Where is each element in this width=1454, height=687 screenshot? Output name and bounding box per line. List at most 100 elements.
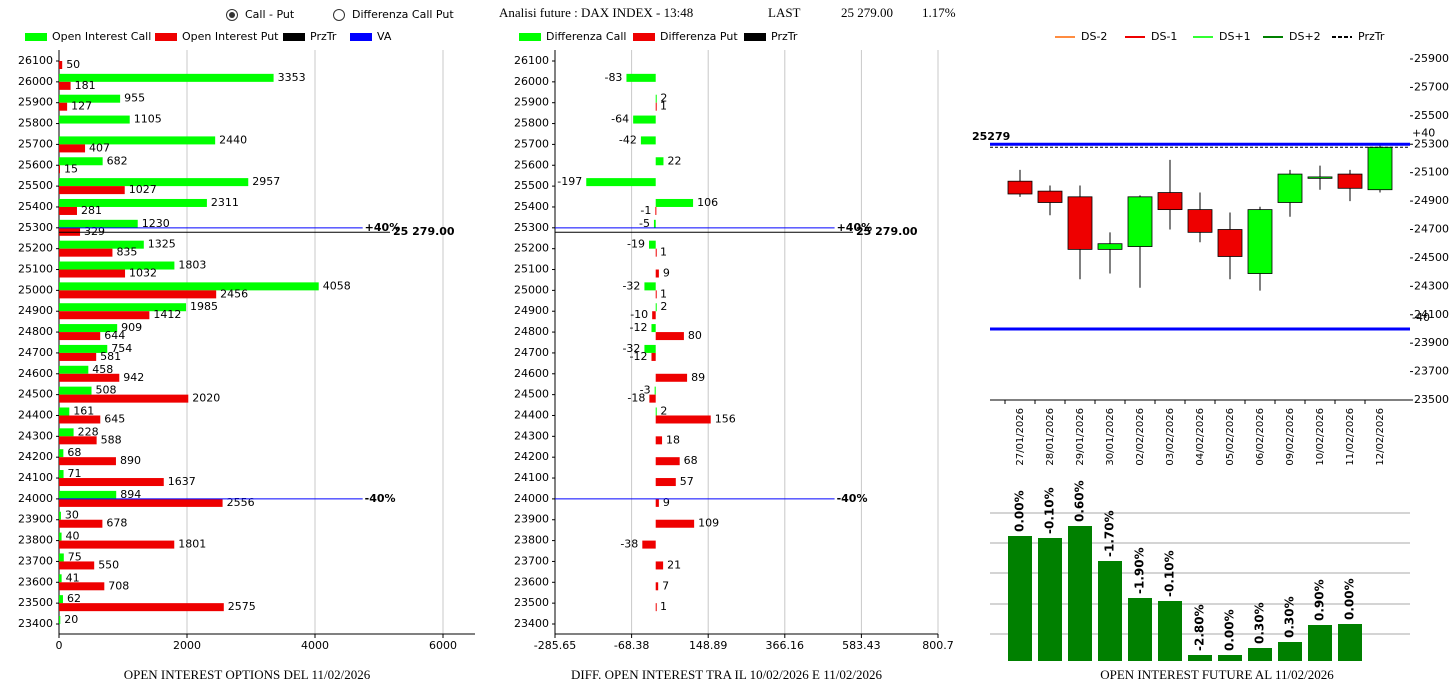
value-label: 909 [121, 321, 142, 334]
y-tick-label: 23500 [18, 596, 53, 609]
radio-label[interactable]: Differenza Call Put [352, 8, 454, 21]
value-label: 955 [124, 92, 145, 105]
bar [59, 290, 217, 299]
y-tick-label: 23800 [18, 534, 53, 547]
bar [655, 415, 711, 424]
y-tick-label: 26000 [514, 75, 549, 88]
y-tick-label: 25000 [514, 283, 549, 296]
radio-button[interactable] [333, 9, 345, 21]
y-tick-label: 24800 [18, 325, 53, 338]
bar-label: -2.80% [1193, 604, 1207, 651]
candle-body [1247, 209, 1273, 274]
value-label: 20 [64, 613, 78, 626]
bar [59, 352, 97, 361]
candle-body [1067, 196, 1093, 250]
y-tick-label: 24100 [514, 471, 549, 484]
legend-label: Open Interest Put [182, 30, 279, 43]
x-tick-label: 2000 [173, 639, 201, 652]
bar [653, 219, 656, 228]
bar [59, 478, 164, 487]
bar [59, 540, 175, 549]
value-label: 3353 [278, 71, 306, 84]
y-tick-label: 25600 [18, 158, 53, 171]
bar [1038, 538, 1062, 661]
value-label: 228 [78, 425, 99, 438]
bar [640, 136, 656, 145]
y-tick-label: 24100 [1414, 308, 1449, 321]
x-tick-label: 11/02/2026 [1345, 408, 1356, 466]
legend-swatch [283, 33, 305, 41]
value-label: -12 [630, 350, 648, 363]
bar [655, 457, 680, 466]
y-tick-label: 25100 [514, 263, 549, 276]
bar [655, 248, 657, 257]
bar [59, 219, 138, 228]
value-label: -3 [640, 384, 651, 397]
bar [655, 561, 664, 570]
value-label: 2440 [219, 133, 247, 146]
chart-title: DIFF. OPEN INTEREST TRA IL 10/02/2026 E … [571, 667, 882, 682]
y-tick-label: 25700 [1414, 80, 1449, 93]
y-tick-label: 24900 [1414, 194, 1449, 207]
y-tick-label: 24300 [1414, 279, 1449, 292]
value-label: 80 [688, 329, 702, 342]
value-label: 1 [660, 100, 667, 113]
bar [1338, 624, 1362, 661]
y-tick-label: 24700 [1414, 223, 1449, 236]
y-tick-label: 23600 [18, 575, 53, 588]
bar [59, 136, 216, 145]
value-label: 2020 [192, 392, 220, 405]
va-label: +40% [837, 221, 873, 234]
y-tick-label: 24600 [18, 367, 53, 380]
y-tick-label: 23400 [18, 617, 53, 630]
radio-label[interactable]: Call - Put [245, 8, 295, 21]
bar [655, 157, 664, 166]
bar [59, 436, 97, 445]
y-tick-label: 23600 [514, 575, 549, 588]
bar [1218, 655, 1242, 661]
bar [59, 616, 61, 624]
va-label: +40 [1412, 126, 1435, 139]
price-label: 25 279.00 [393, 225, 455, 238]
bar [59, 498, 223, 507]
bar-label: 0.60% [1073, 480, 1087, 522]
value-label: 30 [65, 509, 79, 522]
y-tick-label: 25500 [1414, 109, 1449, 122]
value-label: 581 [100, 350, 121, 363]
value-label: 75 [68, 550, 82, 563]
y-tick-label: 25200 [514, 242, 549, 255]
bar [655, 519, 695, 528]
y-tick-label: 23700 [514, 554, 549, 567]
bar-label: -1.70% [1103, 510, 1117, 557]
value-label: 1230 [142, 217, 170, 230]
bar [59, 428, 74, 437]
bar [59, 324, 118, 333]
y-tick-label: 23900 [18, 513, 53, 526]
y-tick-label: 25500 [18, 179, 53, 192]
y-tick-label: 25600 [514, 158, 549, 171]
radio-dot[interactable] [229, 12, 235, 18]
legend-swatch [155, 33, 177, 41]
value-label: 1803 [178, 259, 206, 272]
value-label: 2957 [252, 175, 280, 188]
value-label: 2456 [220, 287, 248, 300]
bar [59, 240, 144, 249]
legend-swatch [744, 33, 766, 41]
bar [59, 102, 68, 111]
y-tick-label: 23400 [514, 617, 549, 630]
bar [59, 165, 60, 174]
va-label: -40% [365, 492, 396, 505]
y-tick-label: 24300 [18, 429, 53, 442]
bar [655, 94, 657, 103]
x-tick-label: 10/02/2026 [1315, 408, 1326, 466]
bar [59, 311, 150, 320]
bar [59, 269, 126, 278]
bar [1248, 648, 1272, 661]
value-label: 1412 [153, 308, 181, 321]
bar [59, 415, 101, 424]
candle-body [1157, 192, 1183, 211]
x-tick-label: 4000 [301, 639, 329, 652]
bar [59, 206, 77, 215]
bar [642, 540, 656, 549]
bar-label: 0.00% [1013, 490, 1027, 532]
